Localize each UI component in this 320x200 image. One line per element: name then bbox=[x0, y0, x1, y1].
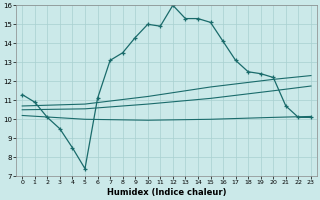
X-axis label: Humidex (Indice chaleur): Humidex (Indice chaleur) bbox=[107, 188, 226, 197]
